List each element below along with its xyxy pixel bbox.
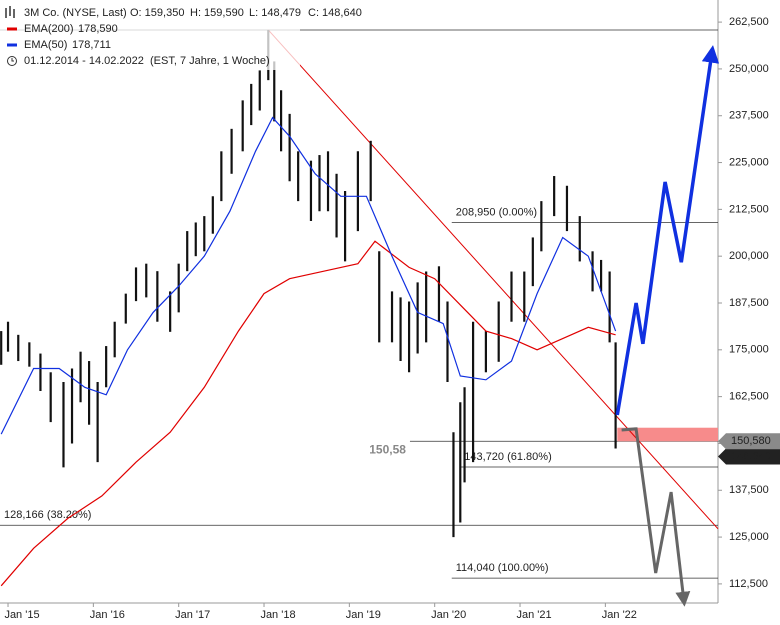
legend: 3M Co. (NYSE, Last) O: 159,350 H: 159,59… <box>0 0 362 70</box>
date-range: 01.12.2014 - 14.02.2022 <box>24 55 144 67</box>
projection-arrow <box>621 427 691 607</box>
y-tick-label: 175,000 <box>729 344 769 356</box>
price-tag <box>718 433 780 450</box>
price-tag-label: 148,640 <box>731 450 771 462</box>
x-tick-label: Jan '20 <box>431 609 466 621</box>
clock-hand <box>11 58 14 62</box>
ema-line <box>0 240 616 587</box>
y-tick-label: 212,500 <box>729 203 769 215</box>
x-tick-label: Jan '15 <box>4 609 39 621</box>
trend-line <box>267 29 719 530</box>
level-label: 143,720 (61.80%) <box>464 451 551 463</box>
quote-close: C: 148,640 <box>308 7 362 19</box>
ema-line <box>0 116 617 435</box>
quote-open: O: 159,350 <box>130 7 184 19</box>
price-tag-label: 150,580 <box>731 435 771 447</box>
y-tick-label: 200,000 <box>729 250 769 262</box>
price-tag <box>718 448 780 465</box>
symbol: 3M Co. (NYSE, Last) <box>24 7 127 19</box>
level-label: 114,040 (100.00%) <box>456 562 549 574</box>
y-tick-label: 187,500 <box>729 297 769 309</box>
range-info: (EST, 7 Jahre, 1 Woche) <box>150 55 270 67</box>
y-tick-label: 112,500 <box>729 578 768 590</box>
y-tick-label: 250,000 <box>729 63 769 75</box>
legend-label: EMA(200) <box>24 23 74 35</box>
legend-value: 178,590 <box>78 23 118 35</box>
target-zone <box>617 427 718 442</box>
legend-background <box>0 0 300 70</box>
quote-high: H: 159,590 <box>190 7 244 19</box>
legend-value: 178,711 <box>72 39 111 51</box>
projection-arrow <box>615 45 720 416</box>
y-tick-label: 137,500 <box>729 484 769 496</box>
y-tick-label: 237,500 <box>729 110 769 122</box>
x-tick-label: Jan '19 <box>346 609 381 621</box>
x-tick-label: Jan '16 <box>90 609 125 621</box>
x-tick-label: Jan '21 <box>516 609 551 621</box>
x-tick-label: Jan '22 <box>602 609 637 621</box>
level-label: 128,166 (38.20%) <box>4 509 91 521</box>
y-tick-label: 125,000 <box>729 531 769 543</box>
symbol-icon <box>5 6 15 18</box>
level-label: 150,58 <box>369 442 406 456</box>
legend-label: EMA(50) <box>24 39 67 51</box>
x-tick-label: Jan '18 <box>260 609 295 621</box>
clock-icon <box>7 56 17 66</box>
y-tick-label: 262,500 <box>729 16 769 28</box>
y-tick-label: 162,500 <box>729 391 769 403</box>
y-tick-label: 225,000 <box>729 156 769 168</box>
level-label: 208,950 (0.00%) <box>456 207 537 219</box>
quote-low: L: 148,479 <box>249 7 301 19</box>
x-tick-label: Jan '17 <box>175 609 210 621</box>
